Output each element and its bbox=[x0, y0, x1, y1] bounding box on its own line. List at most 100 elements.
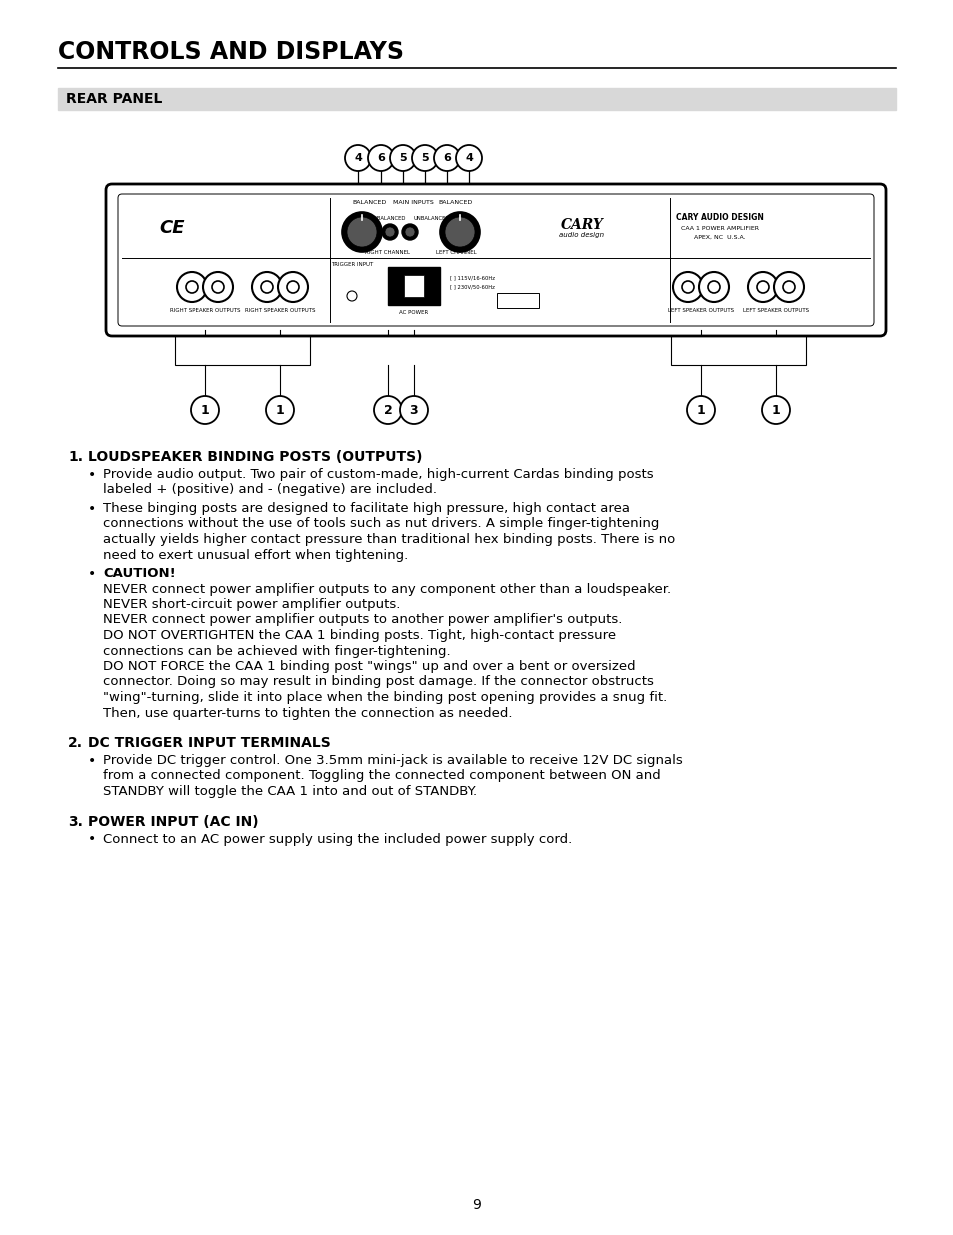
Circle shape bbox=[686, 396, 714, 424]
Text: 1: 1 bbox=[771, 404, 780, 416]
Circle shape bbox=[399, 396, 428, 424]
Bar bbox=[403, 275, 423, 296]
Circle shape bbox=[773, 272, 803, 303]
Circle shape bbox=[347, 291, 356, 301]
Text: CAA 1 POWER AMPLIFIER: CAA 1 POWER AMPLIFIER bbox=[680, 226, 759, 231]
Text: [ ] 115V/16-60Hz: [ ] 115V/16-60Hz bbox=[450, 275, 495, 280]
Text: NEVER short-circuit power amplifier outputs.: NEVER short-circuit power amplifier outp… bbox=[103, 598, 400, 611]
FancyBboxPatch shape bbox=[106, 184, 885, 336]
Text: REAR PANEL: REAR PANEL bbox=[66, 91, 162, 106]
Text: •: • bbox=[88, 468, 96, 482]
Circle shape bbox=[347, 217, 376, 247]
Circle shape bbox=[757, 282, 768, 293]
Circle shape bbox=[186, 282, 198, 293]
Text: 6: 6 bbox=[376, 153, 384, 163]
Text: Provide audio output. Two pair of custom-made, high-current Cardas binding posts: Provide audio output. Two pair of custom… bbox=[103, 468, 653, 480]
Text: 1: 1 bbox=[200, 404, 209, 416]
Circle shape bbox=[287, 282, 298, 293]
Bar bbox=[670, 335, 805, 366]
Circle shape bbox=[203, 272, 233, 303]
Circle shape bbox=[261, 282, 273, 293]
Text: 4: 4 bbox=[354, 153, 361, 163]
Text: DO NOT FORCE the CAA 1 binding post "wings" up and over a bent or oversized: DO NOT FORCE the CAA 1 binding post "win… bbox=[103, 659, 635, 673]
Circle shape bbox=[345, 144, 371, 170]
Text: RIGHT SPEAKER OUTPUTS: RIGHT SPEAKER OUTPUTS bbox=[170, 308, 240, 312]
Text: BALANCED: BALANCED bbox=[353, 200, 387, 205]
Circle shape bbox=[405, 227, 415, 237]
Circle shape bbox=[177, 272, 207, 303]
Text: LOUDSPEAKER BINDING POSTS (OUTPUTS): LOUDSPEAKER BINDING POSTS (OUTPUTS) bbox=[88, 450, 422, 464]
Text: UNBALANCED: UNBALANCED bbox=[414, 215, 450, 221]
Circle shape bbox=[439, 212, 479, 252]
Bar bbox=[497, 293, 538, 308]
Text: Provide DC trigger control. One 3.5mm mini-jack is available to receive 12V DC s: Provide DC trigger control. One 3.5mm mi… bbox=[103, 755, 682, 767]
Text: 1.: 1. bbox=[68, 450, 83, 464]
Text: NEVER connect power amplifier outputs to any component other than a loudspeaker.: NEVER connect power amplifier outputs to… bbox=[103, 583, 670, 595]
Text: Then, use quarter-turns to tighten the connection as needed.: Then, use quarter-turns to tighten the c… bbox=[103, 706, 512, 720]
Text: POWER INPUT (AC IN): POWER INPUT (AC IN) bbox=[88, 815, 258, 829]
Text: LEFT CHANNEL: LEFT CHANNEL bbox=[436, 249, 476, 254]
Text: labeled + (positive) and - (negative) are included.: labeled + (positive) and - (negative) ar… bbox=[103, 483, 436, 496]
Text: •: • bbox=[88, 832, 96, 846]
Text: [ ] 230V/50-60Hz: [ ] 230V/50-60Hz bbox=[450, 284, 495, 289]
Text: "wing"-turning, slide it into place when the binding post opening provides a snu: "wing"-turning, slide it into place when… bbox=[103, 692, 666, 704]
Circle shape bbox=[782, 282, 794, 293]
Circle shape bbox=[374, 396, 401, 424]
Bar bbox=[174, 335, 310, 366]
Text: actually yields higher contact pressure than traditional hex binding posts. Ther: actually yields higher contact pressure … bbox=[103, 534, 675, 546]
Text: 9: 9 bbox=[472, 1198, 481, 1212]
Text: 1: 1 bbox=[275, 404, 284, 416]
Circle shape bbox=[390, 144, 416, 170]
Circle shape bbox=[761, 396, 789, 424]
Text: •: • bbox=[88, 755, 96, 768]
Circle shape bbox=[401, 224, 417, 240]
Text: MAIN INPUTS: MAIN INPUTS bbox=[393, 200, 433, 205]
Circle shape bbox=[699, 272, 728, 303]
Text: CAUTION!: CAUTION! bbox=[103, 567, 175, 580]
Text: connections without the use of tools such as nut drivers. A simple finger-tighte: connections without the use of tools suc… bbox=[103, 517, 659, 531]
Text: 4: 4 bbox=[464, 153, 473, 163]
Circle shape bbox=[672, 272, 702, 303]
Circle shape bbox=[434, 144, 459, 170]
Text: STANDBY will toggle the CAA 1 into and out of STANDBY.: STANDBY will toggle the CAA 1 into and o… bbox=[103, 785, 476, 798]
Text: DO NOT OVERTIGHTEN the CAA 1 binding posts. Tight, high-contact pressure: DO NOT OVERTIGHTEN the CAA 1 binding pos… bbox=[103, 629, 616, 642]
Text: DC TRIGGER INPUT TERMINALS: DC TRIGGER INPUT TERMINALS bbox=[88, 736, 331, 750]
Text: connections can be achieved with finger-tightening.: connections can be achieved with finger-… bbox=[103, 645, 450, 657]
Circle shape bbox=[341, 212, 381, 252]
Text: BALANCED: BALANCED bbox=[438, 200, 473, 205]
Circle shape bbox=[681, 282, 693, 293]
Text: These binging posts are designed to facilitate high pressure, high contact area: These binging posts are designed to faci… bbox=[103, 501, 629, 515]
Text: RIGHT CHANNEL: RIGHT CHANNEL bbox=[365, 249, 410, 254]
Text: connector. Doing so may result in binding post damage. If the connector obstruct: connector. Doing so may result in bindin… bbox=[103, 676, 653, 688]
Circle shape bbox=[266, 396, 294, 424]
Circle shape bbox=[412, 144, 437, 170]
Text: 1: 1 bbox=[696, 404, 704, 416]
Text: 2: 2 bbox=[383, 404, 392, 416]
Bar bbox=[388, 267, 439, 305]
Circle shape bbox=[707, 282, 720, 293]
Text: CE: CE bbox=[159, 219, 185, 237]
Text: 5: 5 bbox=[420, 153, 428, 163]
Text: •: • bbox=[88, 567, 96, 580]
Text: Connect to an AC power supply using the included power supply cord.: Connect to an AC power supply using the … bbox=[103, 832, 572, 846]
Text: CARY AUDIO DESIGN: CARY AUDIO DESIGN bbox=[676, 214, 763, 222]
Text: UNBALANCED: UNBALANCED bbox=[370, 215, 406, 221]
Bar bbox=[58, 88, 895, 110]
Text: APEX, NC  U.S.A.: APEX, NC U.S.A. bbox=[694, 235, 745, 240]
Text: RIGHT SPEAKER OUTPUTS: RIGHT SPEAKER OUTPUTS bbox=[245, 308, 314, 312]
Text: 5: 5 bbox=[398, 153, 406, 163]
Circle shape bbox=[385, 227, 395, 237]
Circle shape bbox=[444, 217, 475, 247]
Text: 3.: 3. bbox=[68, 815, 83, 829]
Text: CARY: CARY bbox=[560, 219, 602, 232]
Circle shape bbox=[212, 282, 224, 293]
Circle shape bbox=[368, 144, 394, 170]
Text: 6: 6 bbox=[442, 153, 451, 163]
Text: need to exert unusual effort when tightening.: need to exert unusual effort when tighte… bbox=[103, 548, 408, 562]
Text: LEFT SPEAKER OUTPUTS: LEFT SPEAKER OUTPUTS bbox=[667, 308, 733, 312]
Text: •: • bbox=[88, 501, 96, 516]
Circle shape bbox=[191, 396, 219, 424]
Text: 2.: 2. bbox=[68, 736, 83, 750]
Text: NEVER connect power amplifier outputs to another power amplifier's outputs.: NEVER connect power amplifier outputs to… bbox=[103, 614, 621, 626]
Text: CONTROLS AND DISPLAYS: CONTROLS AND DISPLAYS bbox=[58, 40, 403, 64]
